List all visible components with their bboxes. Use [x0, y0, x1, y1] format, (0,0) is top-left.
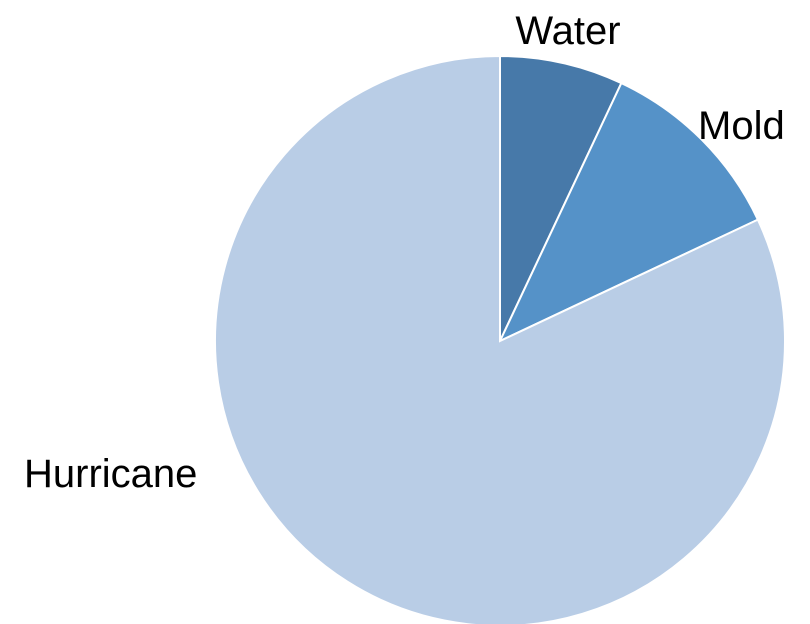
pie-slice-water	[499, 54, 623, 342]
pie-slices	[214, 54, 787, 624]
pie-label-water: Water	[515, 9, 620, 53]
pie-label-hurricane: Hurricane	[24, 452, 197, 496]
pie-slice-mold	[497, 81, 760, 344]
pie-labels: Water Mold Hurricane	[24, 9, 785, 496]
pie-slice-hurricane	[214, 54, 787, 624]
pie-label-mold: Mold	[698, 104, 785, 148]
